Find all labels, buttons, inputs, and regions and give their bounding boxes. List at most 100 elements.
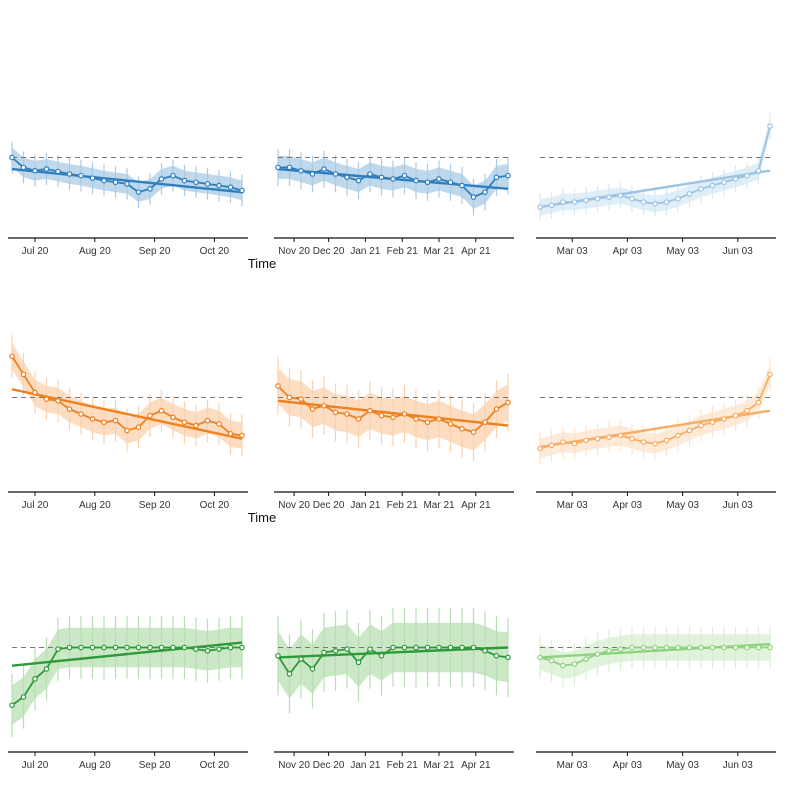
data-point <box>378 412 385 419</box>
data-point <box>32 676 38 682</box>
data-point <box>355 177 362 184</box>
data-point <box>617 432 624 439</box>
data-point <box>158 644 165 651</box>
data-point <box>309 171 316 177</box>
data-point <box>447 421 454 427</box>
x-axis-label-row1: Time <box>248 256 276 271</box>
data-point <box>755 644 762 651</box>
data-point <box>32 167 38 174</box>
data-point <box>459 182 465 189</box>
data-point <box>401 411 408 417</box>
panel-r1-c3: Mar 03 Apr 03 May 03 Jun 03 <box>536 112 776 257</box>
trend-line <box>11 388 243 440</box>
data-point <box>675 195 681 202</box>
data-point <box>537 654 543 661</box>
data-point <box>583 656 589 662</box>
data-point <box>298 656 304 662</box>
data-point <box>286 671 293 677</box>
data-point <box>436 416 442 422</box>
data-point <box>594 195 601 202</box>
data-point <box>675 432 681 439</box>
data-point <box>560 199 566 205</box>
data-point <box>55 646 61 652</box>
data-point <box>617 646 624 652</box>
x-axis-label-row2: Time <box>248 510 276 525</box>
data-point <box>505 399 511 406</box>
data-point <box>640 439 647 445</box>
data-point <box>447 179 454 186</box>
x-tick-label: Oct 20 <box>200 760 230 771</box>
data-point <box>181 644 188 651</box>
x-tick-label: Mar 21 <box>423 760 455 771</box>
x-tick-label: Jun 03 <box>723 500 753 511</box>
data-point <box>9 353 15 360</box>
data-point <box>355 659 362 666</box>
x-tick-label: Mar 21 <box>423 246 455 257</box>
x-tick-label: Jul 20 <box>22 246 49 257</box>
data-point <box>367 646 373 652</box>
data-point <box>698 422 704 429</box>
panel-r3-c1: Jul 20 Aug 20 Sep 20 Oct 20 <box>8 615 248 771</box>
x-tick-label: May 03 <box>666 246 699 257</box>
data-point <box>170 644 176 651</box>
data-point <box>424 419 431 426</box>
data-point <box>344 411 350 417</box>
x-tick-label: Jan 21 <box>350 246 380 257</box>
data-point <box>755 167 762 174</box>
data-point <box>89 416 96 422</box>
data-point <box>275 164 281 171</box>
data-point <box>239 644 245 651</box>
panel-r1-c1: Jul 20 Aug 20 Sep 20 Oct 20 <box>8 141 248 257</box>
x-tick-label: Feb 21 <box>387 500 419 511</box>
data-point <box>686 427 693 434</box>
data-point <box>55 397 61 404</box>
data-point <box>470 429 477 435</box>
x-tick-label: Jul 20 <box>22 760 49 771</box>
data-point <box>571 199 578 205</box>
data-point <box>239 432 245 439</box>
data-point <box>66 644 73 651</box>
data-point <box>629 195 635 202</box>
data-point <box>227 430 234 437</box>
data-point <box>124 181 130 187</box>
data-point <box>606 194 612 200</box>
data-point <box>606 647 612 654</box>
data-point <box>135 644 142 651</box>
data-point <box>413 177 419 184</box>
data-point <box>755 399 762 406</box>
data-point <box>147 412 153 419</box>
data-point <box>482 189 488 195</box>
data-point <box>9 154 15 161</box>
data-point <box>686 191 693 197</box>
data-point <box>493 174 500 181</box>
data-point <box>239 187 245 194</box>
trend-line <box>539 643 771 659</box>
data-point <box>78 411 84 417</box>
data-point <box>101 644 107 651</box>
panel-r3-c3: Mar 03 Apr 03 May 03 Jun 03 <box>536 626 776 771</box>
data-point <box>459 426 465 432</box>
data-point <box>548 657 555 664</box>
data-point <box>89 175 96 181</box>
data-point <box>332 171 339 177</box>
data-point <box>709 182 716 189</box>
data-point <box>135 189 142 195</box>
data-point <box>298 167 304 174</box>
data-point <box>424 179 431 186</box>
data-point <box>663 437 670 444</box>
data-point <box>124 427 130 434</box>
data-point <box>321 402 327 409</box>
panel-r3-c2: Nov 20 Dec 20 Jan 21 Feb 21 Mar 21 Apr 21 <box>274 607 514 771</box>
data-point <box>629 644 635 651</box>
x-tick-label: Apr 21 <box>461 760 491 771</box>
data-point <box>675 644 681 651</box>
trend-line <box>277 646 509 659</box>
data-point <box>367 171 373 177</box>
data-point <box>20 694 27 700</box>
data-point <box>204 181 211 187</box>
data-point <box>401 172 408 179</box>
data-point <box>321 166 327 172</box>
x-tick-label: Apr 21 <box>461 246 491 257</box>
data-point <box>390 644 396 651</box>
data-point <box>216 182 222 189</box>
